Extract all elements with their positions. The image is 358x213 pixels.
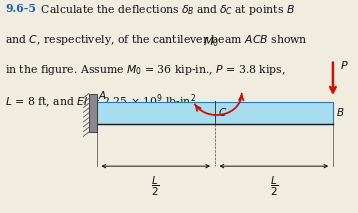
Text: $A$: $A$ xyxy=(98,89,107,101)
Text: $L$ = 8 ft, and $EI$ = 2.25 $\times$ 10$^9$ lb-in$^2$.: $L$ = 8 ft, and $EI$ = 2.25 $\times$ 10$… xyxy=(5,93,200,111)
Text: in the figure. Assume $M_0$ = 36 kip-in., $P$ = 3.8 kips,: in the figure. Assume $M_0$ = 36 kip-in.… xyxy=(5,63,286,77)
Text: $\dfrac{L}{2}$: $\dfrac{L}{2}$ xyxy=(270,175,278,198)
Text: 9.6-5: 9.6-5 xyxy=(5,3,37,14)
Text: Calculate the deflections $\delta_{\!B}$ and $\delta_{\!C}$ at points $B$: Calculate the deflections $\delta_{\!B}$… xyxy=(34,3,295,17)
Text: and $C$, respectively, of the cantilever beam $ACB$ shown: and $C$, respectively, of the cantilever… xyxy=(5,33,308,47)
Text: $C$: $C$ xyxy=(218,106,228,118)
Bar xyxy=(89,94,97,132)
Bar xyxy=(97,102,333,124)
Text: $M_0$: $M_0$ xyxy=(203,35,219,49)
Text: $B$: $B$ xyxy=(336,106,344,118)
Text: $P$: $P$ xyxy=(340,59,349,71)
Text: $\dfrac{L}{2}$: $\dfrac{L}{2}$ xyxy=(151,175,160,198)
